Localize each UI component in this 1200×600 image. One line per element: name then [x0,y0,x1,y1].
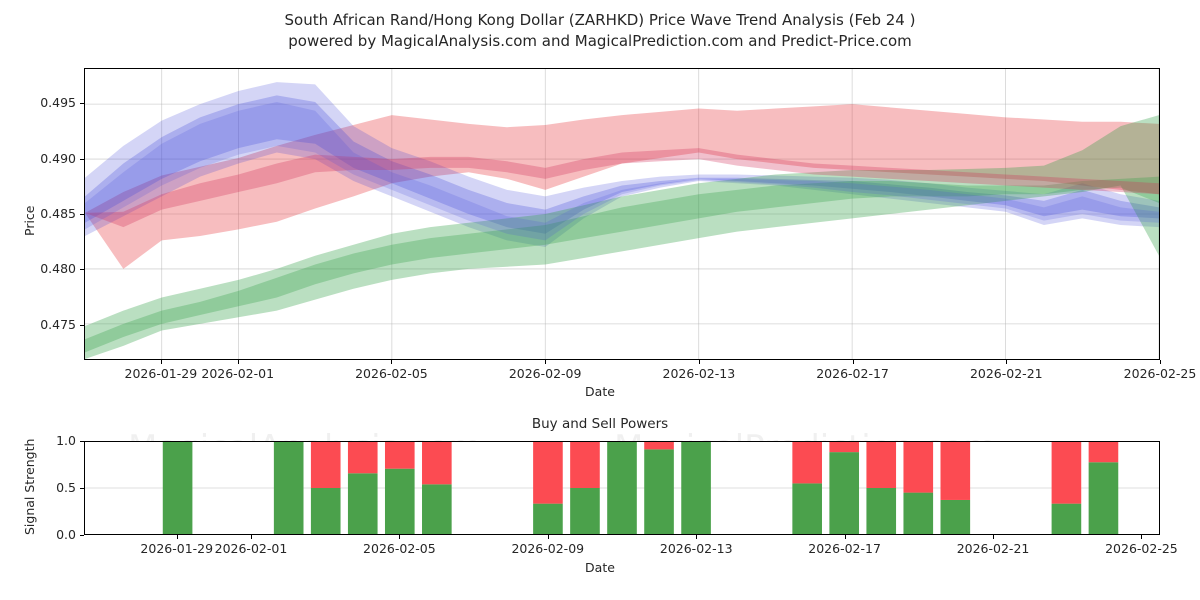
price-x-axis-label: Date [585,384,615,399]
price-x-tickmark [237,360,239,364]
powers-x-tickmark [696,535,698,539]
powers-x-tickmark [547,535,549,539]
price-y-tick-label: 0.485 [40,206,76,221]
price-x-tick-label: 2026-02-13 [662,366,736,381]
powers-x-tick-label: 2026-02-05 [363,541,436,556]
powers-x-tick-label: 2026-01-29 [140,541,214,556]
powers-x-tickmark [1141,535,1143,539]
price-y-tickmark [80,103,84,105]
powers-x-tick-label: 2026-02-17 [808,541,881,556]
price-x-tickmark [391,360,393,364]
powers-title: Buy and Sell Powers [531,416,669,432]
price-x-tick-label: 2026-02-01 [201,366,275,381]
powers-x-tick-label: 2026-02-25 [1105,541,1178,556]
powers-chart-panel: Buy and Sell Powers MagicalAnalysis.com … [0,400,1200,600]
price-x-tickmark [160,360,162,364]
price-x-tick-label: 2026-02-05 [355,366,428,381]
powers-x-tick-label: 2026-02-21 [956,541,1030,556]
powers-plot-area [84,441,1160,535]
price-y-tickmark [80,214,84,215]
price-y-tickmark [80,269,84,271]
price-x-tick-label: 2026-01-29 [124,366,198,381]
price-x-tickmark [698,360,700,364]
powers-y-tick-label: 0.5 [56,480,76,495]
price-x-tick-label: 2026-02-09 [508,366,582,381]
price-chart-panel: MagicalAnalysis.com MagicalPrediction.co… [22,68,1197,399]
price-y-tickmark [80,158,84,160]
powers-x-tick-label: 2026-02-13 [659,541,733,556]
powers-x-tickmark [399,535,401,539]
price-y-tick-label: 0.495 [40,95,76,111]
price-y-tick-label: 0.480 [40,261,76,277]
price-x-tickmark [1006,360,1008,364]
powers-x-tick-label: 2026-02-09 [511,541,585,556]
powers-bars [85,442,1159,534]
price-x-tickmark [545,360,547,364]
powers-x-tickmark [176,535,178,539]
price-y-tick-label: 0.475 [40,316,76,332]
powers-y-tickmark [80,441,84,442]
powers-y-axis-label: Signal Strength [22,438,37,535]
price-x-tickmark [852,360,854,364]
powers-x-axis-label: Date [585,560,615,575]
powers-x-tick-label: 2026-02-01 [214,541,288,556]
price-wave-bands [85,69,1159,359]
price-x-tick-label: 2026-02-25 [1123,366,1197,381]
powers-y-tick-label: 0.0 [56,527,76,542]
powers-x-tickmark [250,535,252,539]
price-x-tick-label: 2026-02-17 [816,366,889,381]
price-x-tickmark [1160,360,1161,364]
powers-x-tickmark [844,535,846,539]
powers-y-tick-label: 1.0 [56,433,76,448]
powers-x-tickmark [993,535,995,539]
price-y-tick-label: 0.490 [40,150,76,166]
title-line-1: South African Rand/Hong Kong Dollar (ZAR… [284,11,916,29]
price-plot-area [84,68,1160,360]
title-line-2: powered by MagicalAnalysis.com and Magic… [288,32,912,50]
price-x-tick-label: 2026-02-21 [969,366,1043,381]
price-y-tickmark [80,324,84,326]
page-title: South African Rand/Hong Kong Dollar (ZAR… [0,10,1200,52]
powers-y-tickmark [80,535,84,536]
powers-y-tickmark [80,488,84,489]
